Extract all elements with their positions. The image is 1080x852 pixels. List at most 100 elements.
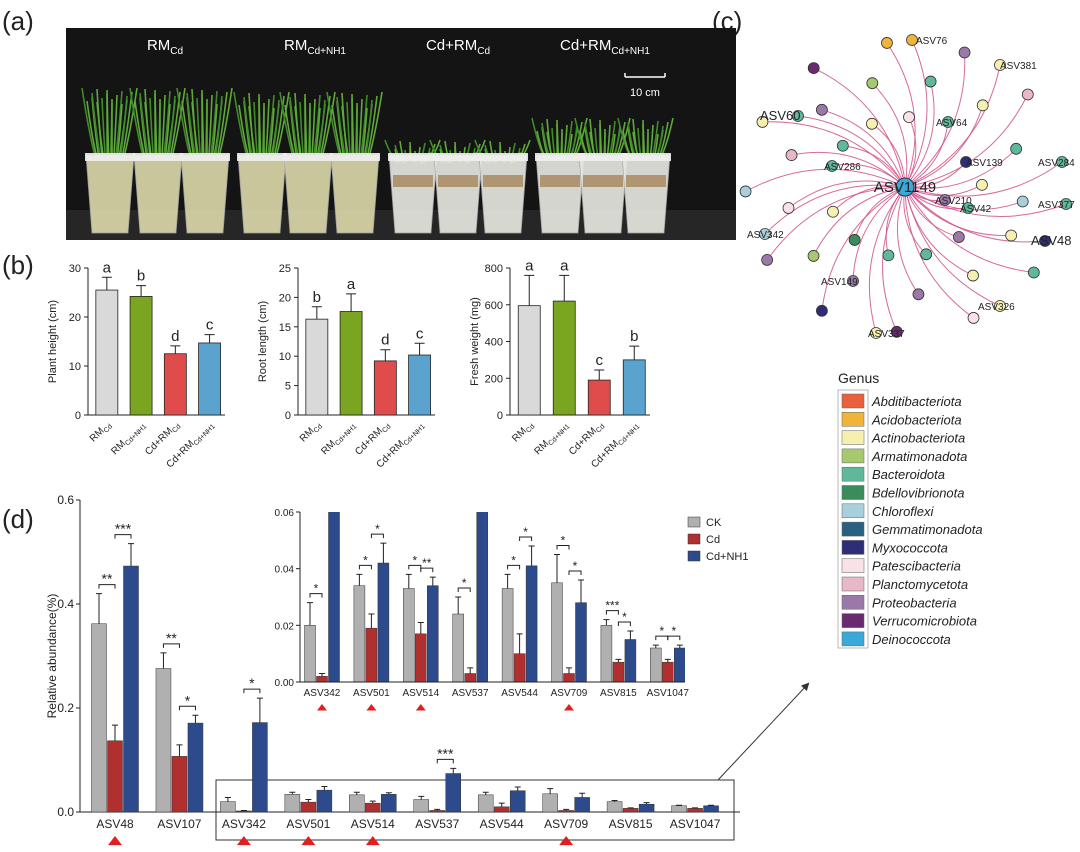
x-tick-label: ASV544 [501, 688, 538, 699]
network-edge [904, 39, 928, 188]
label: RMCd+NH1 [319, 419, 358, 458]
bar [198, 342, 221, 416]
highlight-marker [366, 704, 377, 711]
pot-rim [330, 153, 380, 161]
x-tick-label: ASV1047 [670, 817, 721, 831]
pot [535, 154, 585, 234]
error-bar [176, 744, 183, 757]
legend-swatch [841, 485, 865, 500]
significance-bracket [178, 705, 196, 711]
bar [606, 801, 623, 813]
legend-label: Gemmatimonadota [872, 522, 983, 537]
zoom-arrow [717, 682, 810, 781]
network-node [847, 275, 859, 287]
network-node [826, 160, 838, 172]
network-node [967, 269, 979, 282]
network-node [1010, 142, 1023, 155]
error-bar [192, 714, 199, 724]
network-node [739, 185, 752, 198]
bar [464, 673, 476, 683]
error-bar [240, 809, 247, 811]
network-node [903, 111, 915, 123]
network-edge [766, 186, 906, 261]
network-edge [904, 186, 974, 319]
network-node [816, 304, 828, 317]
significance-bracket [617, 621, 631, 626]
x-tick-label: ASV342 [222, 817, 266, 831]
network-edge [788, 180, 906, 209]
bar [284, 794, 301, 813]
label: RMCd [298, 419, 324, 445]
significance-bracket [243, 688, 261, 694]
bar [236, 810, 252, 813]
label: Cd+RMCd [426, 37, 490, 57]
label: Cd+RMCd+NH1 [560, 37, 650, 57]
significance-bracket [98, 584, 116, 589]
highlight-marker [108, 836, 122, 846]
network-edge [797, 115, 906, 188]
label-sub: Cd+NH1 [547, 423, 571, 447]
node-label: ASV377 [1038, 200, 1075, 211]
significance-bracket [605, 610, 619, 615]
network-edge [868, 186, 906, 334]
significance-label: * [511, 553, 516, 567]
x-tick-label: ASV537 [452, 688, 489, 699]
label: RMCd [88, 419, 114, 445]
significance-letter: b [137, 268, 145, 285]
bar [123, 565, 139, 813]
legend-label: CK [706, 517, 722, 529]
y-tick-label: 20 [69, 312, 81, 324]
pot [388, 154, 438, 234]
label-main: Cd+RM [165, 438, 197, 470]
network-node [848, 234, 861, 246]
network-node [870, 327, 882, 339]
highlight-marker [559, 836, 574, 846]
bar [703, 805, 719, 813]
legend-swatch [841, 503, 865, 519]
y-tick-label: 10 [69, 361, 81, 373]
legend-swatch [841, 412, 865, 427]
node-label: ASV326 [978, 302, 1015, 313]
legend-label: Actinobacteriota [871, 431, 965, 446]
x-tick-label: ASV514 [351, 817, 395, 831]
y-tick-label: 0 [497, 410, 503, 422]
node-label: ASV381 [1000, 61, 1037, 72]
legend-frame [837, 389, 869, 649]
network-node [792, 110, 804, 122]
significance-label: ** [422, 556, 432, 570]
y-tick-label: 15 [279, 322, 291, 334]
significance-letter: d [171, 328, 179, 345]
network-node [960, 156, 972, 168]
bar [413, 799, 429, 813]
label-main: Cd+RM [560, 37, 611, 54]
significance-label: * [185, 692, 191, 708]
legend-label: Armatimonadota [871, 449, 967, 464]
error-bar [380, 542, 387, 563]
bar [575, 602, 587, 683]
label-main: Cd+RM [143, 426, 175, 458]
network-edge [871, 82, 908, 188]
label-main: Cd+RM [375, 438, 407, 470]
highlight-marker [415, 704, 426, 711]
legend-swatch [687, 533, 701, 545]
y-axis-label: Relative abundance(%) [45, 594, 59, 719]
error-bar [369, 800, 376, 804]
label-main: Cd+RM [589, 438, 621, 470]
x-tick-label: ASV544 [480, 817, 524, 831]
bar [373, 360, 397, 416]
label-sub: Cd [477, 46, 490, 57]
significance-label: * [561, 534, 566, 548]
error-bar [603, 619, 610, 626]
label-sub: Cd+NH1 [403, 423, 427, 447]
bar [304, 625, 316, 683]
bar [220, 801, 236, 813]
significance-bracket [568, 570, 582, 575]
significance-label: * [412, 553, 417, 567]
label-main: Cd+RM [567, 426, 599, 458]
bar [687, 808, 703, 813]
bar [452, 613, 464, 683]
error-bar [594, 369, 605, 381]
error-bar [528, 545, 535, 566]
error-bar [479, 444, 485, 472]
legend-swatch [841, 613, 865, 628]
